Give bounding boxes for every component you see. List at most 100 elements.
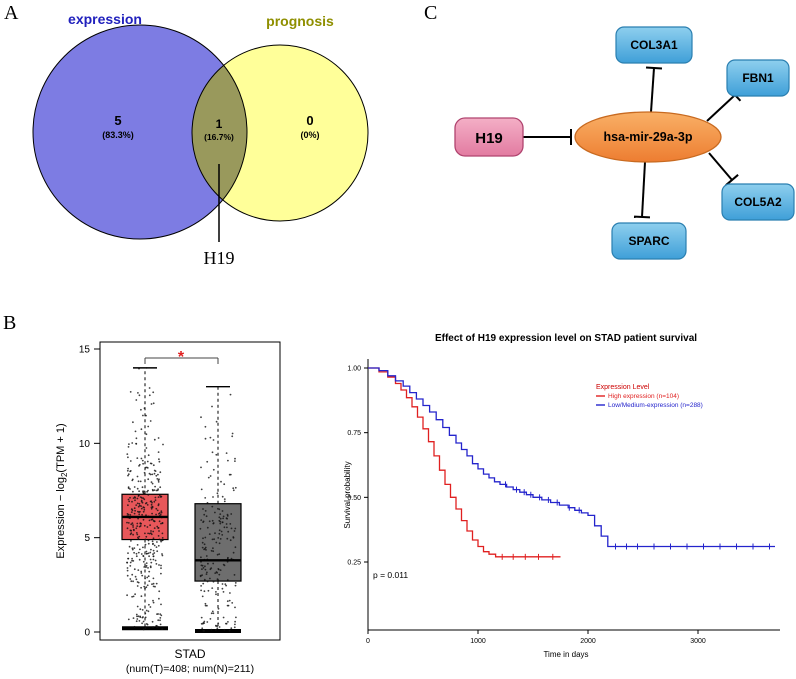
scatter-point — [204, 604, 207, 607]
scatter-point — [142, 616, 144, 618]
scatter-point — [127, 557, 129, 560]
scatter-point — [145, 564, 148, 567]
scatter-point — [151, 540, 154, 543]
scatter-point — [211, 519, 214, 522]
scatter-point — [201, 568, 203, 570]
scatter-point — [159, 494, 161, 497]
scatter-point — [161, 539, 164, 542]
node-h19-label: H19 — [475, 130, 503, 147]
scatter-point — [143, 585, 146, 588]
scatter-point — [150, 518, 153, 521]
scatter-point — [154, 496, 157, 499]
scatter-point — [127, 618, 130, 621]
scatter-point — [132, 421, 134, 424]
scatter-point — [204, 497, 207, 499]
scatter-point — [155, 582, 158, 585]
scatter-point — [138, 620, 141, 622]
scatter-point — [212, 580, 215, 583]
scatter-point — [234, 620, 237, 623]
scatter-point — [135, 442, 137, 445]
scatter-point — [127, 487, 130, 490]
scatter-point — [206, 460, 209, 463]
scatter-point — [212, 468, 215, 471]
scatter-point — [149, 420, 152, 422]
x-axis-sublabel: (num(T)=408; num(N)=211) — [126, 663, 254, 675]
scatter-point — [155, 489, 158, 492]
scatter-point — [138, 490, 140, 493]
scatter-point — [228, 599, 231, 602]
scatter-point — [141, 513, 143, 516]
scatter-point — [215, 629, 217, 631]
scatter-point — [127, 552, 129, 554]
scatter-point — [152, 542, 154, 545]
scatter-point — [147, 539, 150, 542]
scatter-point — [201, 627, 204, 630]
scatter-point — [204, 437, 207, 440]
scatter-point — [142, 462, 144, 465]
scatter-point — [126, 569, 129, 572]
scatter-point — [149, 473, 152, 476]
scatter-point — [221, 583, 224, 585]
node-h19 — [454, 117, 524, 157]
scatter-point — [126, 513, 129, 515]
scatter-point — [157, 481, 160, 483]
scatter-point — [152, 530, 155, 533]
scatter-point — [152, 599, 154, 602]
scatter-point — [201, 546, 204, 549]
scatter-point — [150, 500, 153, 503]
scatter-point — [199, 527, 202, 530]
venn-overlap-region — [192, 45, 247, 221]
scatter-point — [218, 508, 221, 511]
scatter-point — [226, 604, 229, 607]
scatter-point — [222, 563, 225, 566]
venn-callout-label: H19 — [204, 248, 235, 268]
scatter-point — [132, 528, 135, 531]
scatter-point — [158, 530, 160, 532]
scatter-point — [135, 504, 138, 506]
scatter-point — [132, 580, 134, 583]
node-col3a1 — [615, 26, 693, 64]
scatter-point — [151, 583, 153, 586]
scatter-point — [152, 558, 155, 561]
legend-title: Expression Level — [596, 384, 650, 391]
scatter-point — [222, 517, 225, 520]
chart-title: Effect of H19 expression level on STAD p… — [435, 333, 697, 344]
node-mirna — [574, 111, 722, 163]
scatter-point — [144, 587, 146, 590]
scatter-point — [151, 512, 153, 515]
scatter-point — [145, 514, 147, 517]
scatter-point — [129, 578, 132, 580]
scatter-point — [132, 560, 135, 562]
scatter-point — [154, 559, 157, 562]
scatter-point — [145, 566, 147, 569]
scatter-point — [126, 469, 129, 472]
scatter-point — [226, 537, 229, 540]
y-tick-label: 0 — [84, 628, 90, 639]
scatter-point — [140, 553, 143, 555]
scatter-point — [219, 522, 222, 525]
scatter-point — [129, 561, 132, 564]
scatter-point — [216, 627, 219, 630]
scatter-point — [202, 508, 204, 510]
scatter-point — [157, 613, 159, 615]
scatter-point — [224, 583, 227, 585]
scatter-point — [214, 532, 216, 535]
venn-right-pct: (0%) — [300, 130, 319, 140]
scatter-point — [152, 537, 155, 540]
scatter-point — [212, 522, 215, 524]
scatter-point — [141, 486, 144, 489]
scatter-point — [126, 594, 128, 597]
scatter-point — [146, 460, 149, 463]
scatter-point — [136, 525, 139, 527]
scatter-point — [212, 547, 214, 550]
venn-overlap-pct: (16.7%) — [204, 132, 234, 142]
scatter-point — [233, 530, 236, 532]
scatter-point — [203, 630, 206, 632]
scatter-point — [157, 496, 160, 498]
scatter-point — [217, 568, 220, 571]
scatter-point — [135, 527, 138, 530]
scatter-point — [206, 621, 209, 623]
scatter-point — [137, 510, 139, 513]
scatter-point — [209, 577, 211, 580]
scatter-point — [143, 407, 146, 410]
